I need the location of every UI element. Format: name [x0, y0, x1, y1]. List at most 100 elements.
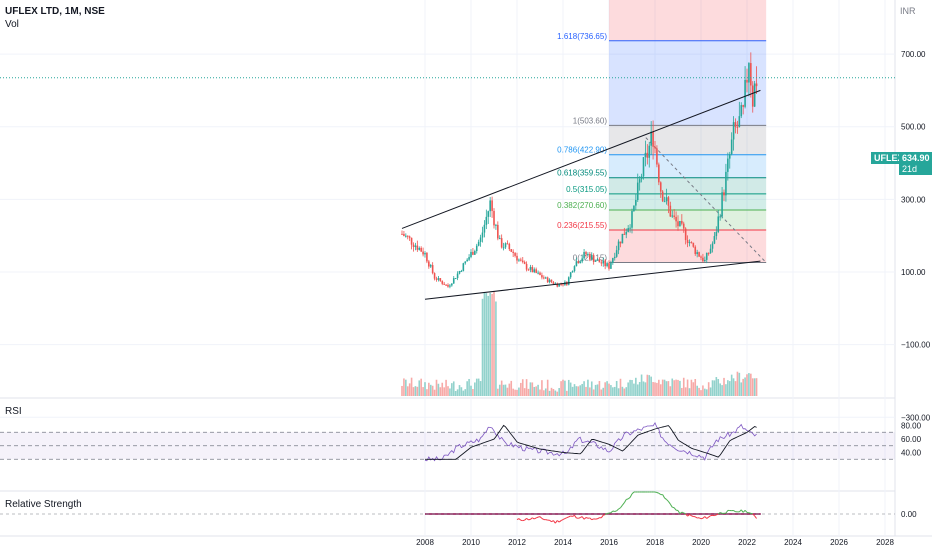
volume-bar: [728, 381, 731, 396]
volume-bar: [688, 388, 691, 396]
volume-bar: [460, 387, 463, 396]
candle-body: [410, 237, 413, 245]
volume-bar: [594, 384, 597, 396]
volume-bar: [727, 380, 729, 396]
candle-body: [516, 255, 518, 261]
time-tick-label: 2028: [876, 538, 894, 547]
volume-bar: [429, 384, 432, 396]
volume-bar: [755, 378, 758, 396]
candle-body: [525, 263, 528, 270]
volume-bar: [567, 379, 570, 396]
rs-line-segment: [545, 519, 548, 521]
volume-bar: [592, 389, 595, 396]
volume-bar: [552, 389, 555, 396]
candle-body: [416, 245, 419, 250]
volume-bar: [516, 389, 518, 396]
volume-bar: [656, 382, 658, 396]
rs-line-segment: [716, 513, 719, 516]
rs-line-segment: [669, 503, 673, 508]
candle-body: [596, 259, 599, 261]
candle-body: [571, 271, 574, 273]
volume-bar: [418, 380, 421, 396]
volume-bar: [612, 387, 614, 396]
volume-bar: [556, 391, 559, 396]
candle-body: [619, 241, 622, 244]
volume-bar: [732, 378, 735, 396]
candle-body: [558, 283, 560, 287]
rs-line-segment: [581, 516, 585, 520]
volume-bar: [753, 378, 756, 396]
volume-bar: [608, 383, 610, 396]
candle-body: [707, 252, 710, 254]
time-tick-label: 2024: [784, 538, 802, 547]
volume-bar: [514, 389, 516, 396]
candle-body: [663, 201, 666, 203]
volume-bar: [602, 387, 605, 396]
volume-bar: [493, 291, 495, 396]
volume-bar: [669, 386, 672, 396]
candle-body: [529, 266, 532, 270]
candle-body: [495, 224, 497, 226]
volume-bar: [707, 382, 710, 396]
volume-bar: [443, 387, 445, 396]
volume-bar: [623, 388, 626, 396]
volume-bar: [673, 380, 675, 396]
candle-body: [575, 261, 578, 267]
volume-bar: [537, 384, 539, 396]
volume-bar: [510, 380, 513, 396]
volume-bar: [560, 381, 562, 396]
volume-bar: [751, 378, 754, 396]
candle-body: [537, 272, 539, 274]
volume-bar: [598, 381, 601, 396]
candle-body: [613, 256, 616, 259]
volume-bar: [736, 371, 739, 396]
candle-body: [654, 146, 656, 149]
volume-bar: [546, 379, 549, 396]
volume-bar: [464, 389, 467, 396]
candle-body: [414, 245, 417, 247]
rs-line-segment: [580, 516, 583, 519]
rs-line-segment: [687, 514, 690, 517]
rs-line-segment: [623, 499, 627, 503]
volume-bar: [713, 380, 716, 396]
volume-bar: [617, 388, 620, 396]
volume-bar: [401, 385, 403, 396]
candle-body: [420, 247, 422, 252]
rs-line-segment: [600, 514, 604, 519]
candle-body: [755, 83, 758, 87]
candle-body: [725, 171, 727, 196]
candle-body: [514, 253, 516, 256]
volume-bar: [428, 382, 430, 396]
candle-body: [694, 246, 697, 255]
volume-bar: [433, 389, 436, 396]
rs-line-segment: [614, 510, 617, 512]
candle-body: [422, 251, 424, 255]
volume-bar: [483, 292, 486, 396]
candle-body: [520, 259, 522, 261]
candle-body: [751, 85, 754, 107]
rs-line-segment: [627, 497, 631, 500]
volume-bar: [684, 387, 687, 396]
volume-bar: [738, 372, 741, 396]
rs-line-segment: [535, 516, 539, 519]
last-price-badge: 634.90: [899, 152, 932, 164]
volume-bar: [644, 382, 647, 396]
candle-body: [562, 284, 564, 286]
price-tick-label: 100.00: [901, 268, 926, 277]
candle-body: [704, 259, 706, 262]
candle-body: [527, 269, 530, 271]
volume-bar: [508, 383, 511, 396]
volume-bar: [437, 383, 440, 396]
rs-line-segment: [528, 518, 531, 521]
volume-bar: [619, 378, 622, 396]
volume-bar: [431, 385, 434, 396]
volume-bar: [700, 390, 702, 396]
volume-bar: [690, 379, 693, 396]
volume-bar: [635, 377, 637, 396]
volume-bar: [454, 390, 457, 396]
candle-body: [728, 154, 731, 159]
volume-bar: [449, 388, 451, 396]
candle-body: [531, 266, 534, 273]
rs-line-segment: [694, 516, 698, 519]
